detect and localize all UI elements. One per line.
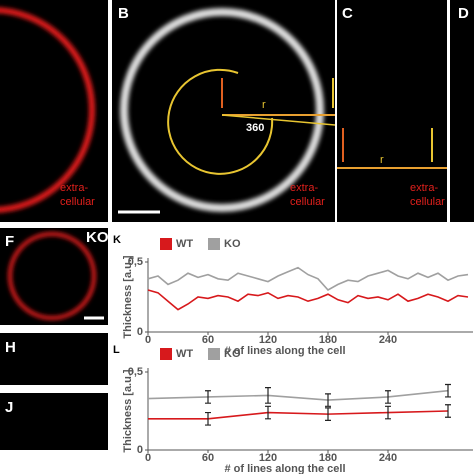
annotation: r [262,99,266,111]
panel-label: D [458,5,469,22]
annotation: 360 [246,122,264,134]
legend-label: WT [176,238,193,250]
error-bar [265,387,271,404]
panel-label: C [342,5,353,22]
annotation: r [380,154,384,166]
error-bar [205,411,211,426]
cell-membrane [0,7,95,213]
x-tick-label: 240 [379,452,397,464]
panel-label: F [5,233,14,250]
y-tick-label: 0,5 [128,256,143,268]
x-tick-label: 120 [259,452,277,464]
x-tick-label: 240 [379,334,397,346]
cell-membrane [8,232,96,320]
y-tick-label: 0,5 [128,366,143,378]
annotation: cellular [60,196,95,208]
error-bar [205,390,211,404]
y-tick-label: 0 [137,326,143,338]
x-axis-label: # of lines along the cell [224,463,345,474]
legend-label: KO [224,238,241,250]
series-line [148,410,449,420]
error-bar [325,407,331,421]
panel-b-image [112,0,335,222]
x-axis-label: # of lines along the cell [224,345,345,357]
legend-swatch [160,238,172,250]
panel-label: K [113,234,121,246]
x-tick-label: 120 [259,334,277,346]
error-bar [325,393,331,407]
y-axis-label: Thickness [a.u.] [122,369,134,452]
y-axis-label: Thickness [a.u.] [122,255,134,338]
line-profile [221,114,336,126]
series-line [147,389,449,401]
cell-membrane [120,8,324,212]
annotation: KO [86,229,109,246]
panel-label: J [5,399,13,416]
legend-label: KO [224,348,241,360]
x-tick-label: 60 [202,334,214,346]
x-tick-label: 0 [145,452,151,464]
panel-label: L [113,344,120,356]
x-tick-label: 180 [319,452,337,464]
error-bar [385,390,391,404]
x-tick-label: 0 [145,334,151,346]
legend-label: WT [176,348,193,360]
legend-swatch [208,238,220,250]
panel-label: B [118,5,129,22]
annotation: extra- [410,182,438,194]
panel-c-image [337,0,447,222]
annotation: cellular [290,196,325,208]
annotation: cellular [410,196,445,208]
y-tick-label: 0 [137,444,143,456]
annotation: extra- [290,182,318,194]
error-bar [265,405,271,420]
series-line [147,266,469,292]
legend-swatch [160,348,172,360]
error-bar [385,405,391,420]
series-line [147,289,469,311]
annotation: extra- [60,182,88,194]
angle-arc [167,68,274,175]
error-bar [445,404,451,418]
x-tick-label: 180 [319,334,337,346]
legend-swatch [208,348,220,360]
panel-f-image [0,228,108,325]
error-bar [445,383,451,398]
panel-d-image [450,0,474,222]
x-tick-label: 60 [202,452,214,464]
panel-label: H [5,339,16,356]
